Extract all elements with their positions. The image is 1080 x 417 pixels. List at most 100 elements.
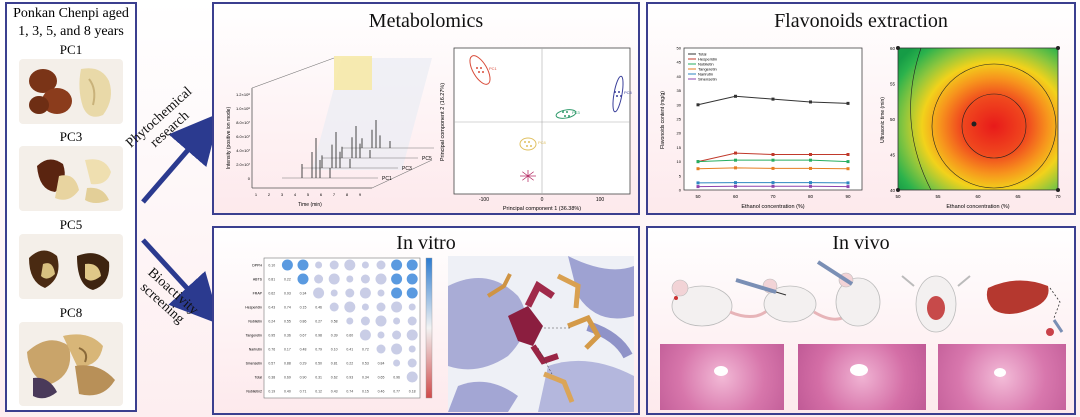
corr-row-label: ABTS <box>253 278 263 282</box>
corr-circle <box>344 301 356 313</box>
corr-circle <box>345 288 355 298</box>
chromatogram-ytick: 8.0×10⁷ <box>236 120 250 125</box>
series-point <box>846 181 850 185</box>
pca-point <box>476 67 478 69</box>
pca-group-label: PC8 <box>538 140 547 145</box>
pca-xtick: 100 <box>596 197 605 203</box>
flavonoids-panel: Flavonoids extraction Total Hesperidin Nob… <box>646 2 1076 215</box>
pca-ellipse <box>555 109 577 119</box>
corr-circle <box>346 317 354 325</box>
sample-label-pc1: PC1 <box>59 42 83 57</box>
corr-value: 0.81 <box>268 278 275 282</box>
pca-xlabel: Principal component 1 (36.38%) <box>503 206 581 212</box>
pca-ylabel: Principal component 2 (16.27%) <box>440 83 446 161</box>
pca-point <box>478 71 480 73</box>
corr-circle <box>314 274 324 284</box>
pca-plot: PC1 PC3 PC5 PC8 -100 0 100 Principal componen… <box>440 47 633 212</box>
heatmap-ylabel: Ultrasonic time (min) <box>880 97 886 143</box>
corr-value: 0.43 <box>331 390 338 394</box>
pca-point <box>614 91 616 93</box>
corr-value: 0.22 <box>346 362 353 366</box>
series-point <box>696 185 700 189</box>
chromatogram-ytick: 6.0×10⁷ <box>236 134 250 139</box>
corr-row-label: Tangeretin <box>246 334 262 338</box>
corr-circle <box>377 289 385 297</box>
chromatogram-xtick: 6 <box>320 192 323 197</box>
corr-row-label: Narirutin <box>249 348 262 352</box>
corr-value: 0.10 <box>331 348 338 352</box>
line-chart-xtick: 90 <box>845 194 851 199</box>
corr-circle <box>391 287 403 299</box>
pca-point <box>568 115 570 117</box>
series-point <box>771 166 775 170</box>
corr-value: 0.62 <box>268 292 275 296</box>
invivo-title: In vivo <box>832 232 890 254</box>
chromatogram-ytick: 1.0×10⁸ <box>236 106 250 111</box>
metabolomics-title: Metabolomics <box>368 10 484 32</box>
corr-value: 0.36 <box>284 334 291 338</box>
pca-point <box>620 95 622 97</box>
corr-value: 0.67 <box>300 334 307 338</box>
corr-value: 0.79 <box>315 348 322 352</box>
chromatogram-trace-label: PC3 <box>402 166 412 172</box>
legend-label: Total <box>698 52 707 57</box>
line-chart-ytick: 20 <box>677 131 682 136</box>
series-point <box>734 166 737 170</box>
corr-value: 0.93 <box>284 292 291 296</box>
invitro-title: In vitro <box>396 232 456 254</box>
corr-circle <box>406 259 418 271</box>
series-point <box>734 158 737 162</box>
corr-value: 0.34 <box>362 376 369 380</box>
animal-experiment-illustration <box>671 260 1064 336</box>
series-point <box>846 160 850 164</box>
corr-circle <box>407 316 417 326</box>
series-point <box>771 158 775 162</box>
corr-circle <box>346 275 354 283</box>
corr-circle <box>393 317 401 325</box>
corr-circle <box>297 273 309 285</box>
molecular-docking-image <box>448 256 634 412</box>
histology-image-2 <box>798 344 926 410</box>
corr-value: 0.57 <box>268 362 275 366</box>
line-chart-ytick: 40 <box>677 74 682 79</box>
corr-circle <box>360 316 370 326</box>
corr-value: 0.43 <box>268 306 275 310</box>
corr-value: 0.53 <box>362 362 369 366</box>
corr-circle <box>315 261 323 269</box>
chenpi-image-pc5 <box>19 234 123 299</box>
corr-circle <box>376 344 386 354</box>
corr-value: 0.72 <box>362 348 369 352</box>
legend-label: Hesperidin <box>698 57 717 62</box>
corr-value: 0.22 <box>284 278 291 282</box>
sample-panel: Ponkan Chenpi aged 1, 3, 5, and 8 years … <box>5 2 137 412</box>
correlation-matrix: 0.10 0.81 0.22 0.62 0.93 0.34 0.43 0.74 0.15 0.46… <box>245 257 433 399</box>
corr-value: 0.46 <box>315 306 322 310</box>
corr-value: 0.10 <box>268 264 275 268</box>
corr-circle <box>391 301 403 313</box>
series-point <box>734 94 737 98</box>
corr-value: 0.62 <box>331 376 338 380</box>
chromatogram-xtick: 7 <box>333 192 336 197</box>
chromatogram-ytick: 0 <box>248 176 251 181</box>
line-chart-ytick: 45 <box>677 60 682 65</box>
corr-circle <box>391 343 403 355</box>
corr-circle <box>329 260 339 270</box>
legend-label: Nobiletin <box>698 62 714 67</box>
corr-value: 0.19 <box>268 390 275 394</box>
corr-circle <box>408 345 416 353</box>
pca-point <box>528 141 530 143</box>
corr-value: 0.76 <box>268 348 275 352</box>
series-point <box>771 181 775 185</box>
corr-circle <box>281 259 293 271</box>
line-chart-ytick: 25 <box>677 117 682 122</box>
corr-value: 0.71 <box>300 390 307 394</box>
chromatogram-ytick: 1.2×10⁸ <box>236 92 250 97</box>
corr-value: 0.65 <box>378 376 385 380</box>
series-point <box>771 97 775 101</box>
series-point <box>771 153 775 156</box>
chenpi-image-pc1 <box>19 59 123 124</box>
histology-image-1 <box>660 344 784 410</box>
corr-value: 0.34 <box>300 292 307 296</box>
corr-value: 0.27 <box>315 320 322 324</box>
pca-point <box>530 145 532 147</box>
